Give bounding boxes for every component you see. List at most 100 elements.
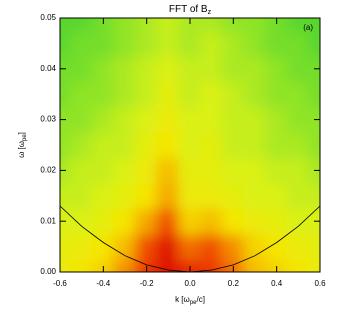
heat-cell (113, 258, 137, 272)
heat-cell (243, 55, 267, 83)
heat-cell (221, 18, 246, 32)
heat-cell (264, 258, 289, 272)
heat-cell (91, 232, 116, 261)
heat-cell (199, 29, 224, 58)
heat-cell (199, 207, 224, 235)
heat-cell (156, 105, 181, 134)
heat-cell (308, 29, 320, 58)
heat-cell (178, 18, 202, 32)
heat-cell (243, 131, 267, 159)
heat-cell (60, 29, 72, 58)
heat-cell (156, 29, 181, 58)
heat-cell (286, 29, 311, 58)
xlabel-text: k [ω (175, 295, 190, 304)
heat-cell (264, 156, 289, 185)
heat-cell (221, 156, 246, 185)
heat-cell (264, 29, 289, 58)
heat-cell (243, 156, 267, 185)
heat-cell (69, 131, 94, 159)
heat-cell (199, 18, 224, 32)
heat-cell (286, 156, 311, 185)
heat-cell (60, 232, 72, 261)
heat-cell (134, 80, 159, 108)
heat-cell (178, 131, 202, 159)
heat-cell (60, 18, 72, 32)
heat-cell (156, 156, 181, 185)
heat-cell (178, 207, 202, 235)
heat-cell (264, 232, 289, 261)
heat-cell (286, 232, 311, 261)
heat-cell (134, 29, 159, 58)
heat-cell (243, 80, 267, 108)
y-tick-label: 0.01 (40, 216, 56, 225)
heat-cell (221, 182, 246, 210)
heat-cell (308, 258, 320, 272)
ylabel-text: ] (17, 132, 26, 134)
heat-cell (178, 80, 202, 108)
heat-cell (156, 18, 181, 32)
heat-cell (199, 131, 224, 159)
heat-cell (113, 232, 137, 261)
heat-cell (221, 80, 246, 108)
heat-cell (243, 182, 267, 210)
xlabel-text: /c] (196, 295, 204, 304)
heat-cell (264, 207, 289, 235)
cells (60, 18, 320, 272)
heat-cell (286, 18, 311, 32)
y-axis-label: ω [ωpe] (17, 132, 27, 158)
heat-cell (178, 29, 202, 58)
heat-cell (91, 18, 116, 32)
y-tick-label: 0.05 (40, 13, 56, 22)
heat-cell (113, 29, 137, 58)
heat-cell (113, 182, 137, 210)
heat-cell (199, 80, 224, 108)
heat-cell (243, 232, 267, 261)
heat-cell (91, 131, 116, 159)
heat-cell (69, 80, 94, 108)
heat-cell (199, 156, 224, 185)
heat-cell (60, 80, 72, 108)
heat-cell (178, 105, 202, 134)
heat-cell (156, 182, 181, 210)
heat-cell (69, 258, 94, 272)
heat-cell (199, 182, 224, 210)
heat-cell (91, 156, 116, 185)
heat-cell (221, 105, 246, 134)
heat-cell (91, 182, 116, 210)
heat-cell (69, 207, 94, 235)
x-tick-label: 0.0 (184, 279, 196, 288)
heat-cell (113, 105, 137, 134)
heat-cell (91, 105, 116, 134)
x-tick-label: 0.4 (271, 279, 283, 288)
heat-cell (286, 258, 311, 272)
heat-cell (134, 105, 159, 134)
ylabel-sub: pe (22, 134, 28, 141)
heat-cell (69, 29, 94, 58)
x-tick-label: 0.6 (314, 279, 326, 288)
y-tick-label: 0.04 (40, 64, 56, 73)
x-tick-label: 0.2 (228, 279, 240, 288)
heat-cell (243, 258, 267, 272)
heat-cell (69, 232, 94, 261)
x-tick-label: -0.4 (96, 279, 110, 288)
heat-cell (134, 156, 159, 185)
heat-cell (178, 232, 202, 261)
heat-cell (60, 258, 72, 272)
heat-cell (113, 131, 137, 159)
annotation: (a) (303, 23, 313, 32)
heat-cell (69, 55, 94, 83)
heat-cell (178, 55, 202, 83)
heat-cell (134, 207, 159, 235)
heat-cell (243, 18, 267, 32)
heat-cell (91, 55, 116, 83)
heat-cell (308, 18, 320, 32)
heat-cell (264, 55, 289, 83)
heat-cell (286, 80, 311, 108)
heat-cell (264, 18, 289, 32)
heat-cell (264, 131, 289, 159)
heat-cell (243, 207, 267, 235)
heat-cell (156, 232, 181, 261)
heat-cell (308, 131, 320, 159)
heat-cell (91, 29, 116, 58)
heat-cell (60, 182, 72, 210)
